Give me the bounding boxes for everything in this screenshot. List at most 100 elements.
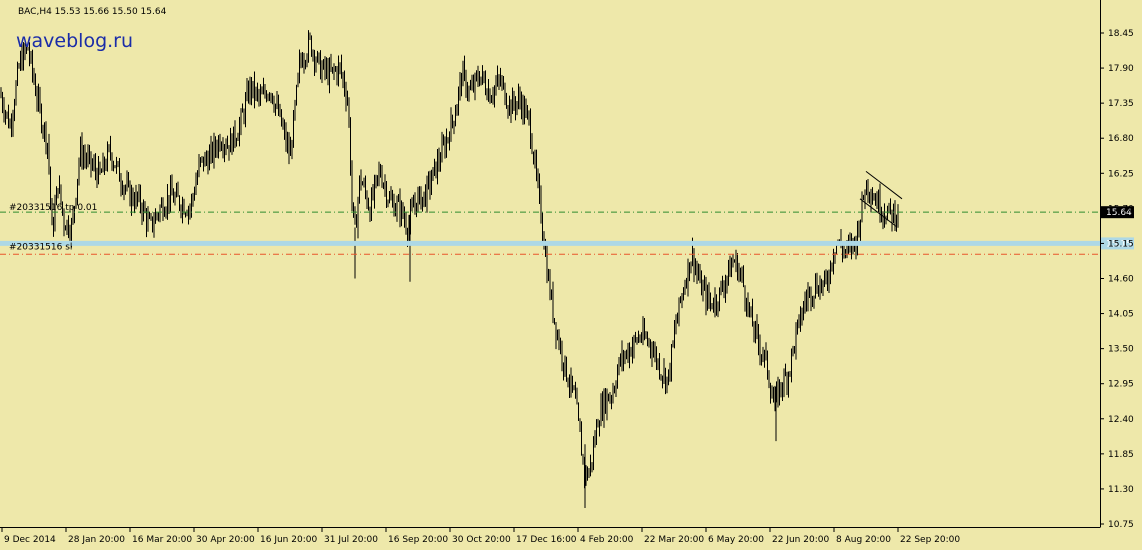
- candle-body: [639, 337, 641, 339]
- candle-body: [671, 345, 672, 375]
- candle-body: [729, 262, 731, 277]
- candle-body: [242, 111, 243, 113]
- candle-body: [741, 272, 743, 274]
- candle-body: [372, 192, 374, 198]
- candle-body: [5, 113, 6, 116]
- candle-body: [833, 258, 834, 267]
- candle-body: [723, 289, 725, 292]
- candle-body: [798, 314, 800, 322]
- candle-body: [303, 62, 305, 66]
- candle-body: [696, 267, 698, 274]
- candle-body: [876, 199, 878, 208]
- candle-body: [623, 351, 624, 360]
- candle-body: [624, 355, 626, 360]
- candle-body: [756, 324, 758, 331]
- candle-body: [545, 248, 546, 253]
- candle-body: [362, 184, 363, 186]
- candle-body: [104, 158, 105, 168]
- candle-body: [405, 220, 407, 231]
- candle-body: [515, 104, 516, 110]
- candle-body: [192, 195, 194, 198]
- candle-body: [321, 67, 323, 79]
- candle-body: [314, 52, 315, 66]
- candle-body: [492, 96, 494, 99]
- candle-body: [62, 202, 63, 212]
- candle-body: [657, 360, 659, 364]
- candle-body: [774, 393, 776, 403]
- candle-body: [612, 391, 614, 399]
- candle-body: [323, 60, 324, 68]
- candle-body: [864, 195, 866, 199]
- candle-body: [450, 116, 452, 142]
- candle-body: [285, 129, 287, 146]
- candle-body: [554, 318, 555, 323]
- candle-body: [164, 213, 165, 216]
- candle-body: [476, 74, 477, 76]
- candle-body: [762, 355, 764, 358]
- candle-body: [621, 351, 623, 363]
- candle-body: [330, 64, 332, 70]
- candle-body: [506, 103, 507, 108]
- candle-body: [890, 203, 891, 211]
- candle-body: [680, 297, 681, 301]
- candle-body: [167, 194, 168, 210]
- candle-body: [618, 358, 620, 372]
- candle-body: [783, 373, 785, 390]
- candle-body: [50, 167, 51, 202]
- x-tick-label: 30 Apr 20:00: [196, 535, 255, 545]
- candle-body: [656, 350, 657, 364]
- candle-body: [318, 53, 320, 55]
- candle-body: [200, 158, 201, 162]
- candle-body: [44, 125, 45, 132]
- candle-body: [390, 196, 392, 200]
- candle-body: [810, 288, 812, 302]
- candle-body: [158, 214, 159, 216]
- candle-body: [633, 337, 635, 348]
- candle-body: [720, 284, 722, 288]
- candle-body: [453, 121, 455, 125]
- candle-body: [482, 71, 483, 77]
- candle-body: [609, 397, 611, 401]
- candle-body: [501, 81, 503, 83]
- candle-body: [533, 152, 534, 162]
- candle-body: [867, 180, 869, 195]
- candle-body: [749, 302, 750, 313]
- candle-body: [581, 431, 582, 456]
- candle-body: [429, 177, 431, 189]
- channel-line-upper: [865, 170, 903, 200]
- candle-body: [480, 76, 482, 84]
- candle-body: [489, 90, 491, 103]
- candle-body: [635, 337, 636, 339]
- candle-body: [252, 80, 254, 95]
- candle-body: [693, 248, 695, 272]
- candle-body: [194, 193, 195, 196]
- candle-body: [261, 93, 263, 95]
- candle-body: [116, 162, 117, 168]
- candle-body: [842, 246, 843, 254]
- candle-body: [896, 219, 897, 225]
- candle-body: [89, 152, 90, 155]
- candle-body: [356, 223, 357, 228]
- x-tick-label: 16 Jun 20:00: [260, 535, 317, 545]
- candle-body: [56, 188, 57, 205]
- candle-body: [516, 102, 518, 110]
- candle-body: [813, 295, 815, 300]
- candle-body: [128, 181, 129, 183]
- candle-body: [45, 125, 47, 148]
- candle-body: [108, 146, 110, 149]
- candle-body: [291, 147, 293, 149]
- candle-body: [513, 95, 515, 105]
- candle-body: [471, 83, 473, 90]
- candle-body: [524, 100, 525, 118]
- candle-body: [146, 212, 147, 227]
- candle-body: [731, 264, 732, 277]
- candle-body: [284, 127, 285, 130]
- candle-body: [317, 53, 318, 62]
- candle-body: [270, 93, 272, 96]
- candle-body: [324, 60, 326, 72]
- candle-body: [72, 213, 74, 222]
- candle-body: [195, 182, 197, 194]
- candle-body: [254, 80, 255, 98]
